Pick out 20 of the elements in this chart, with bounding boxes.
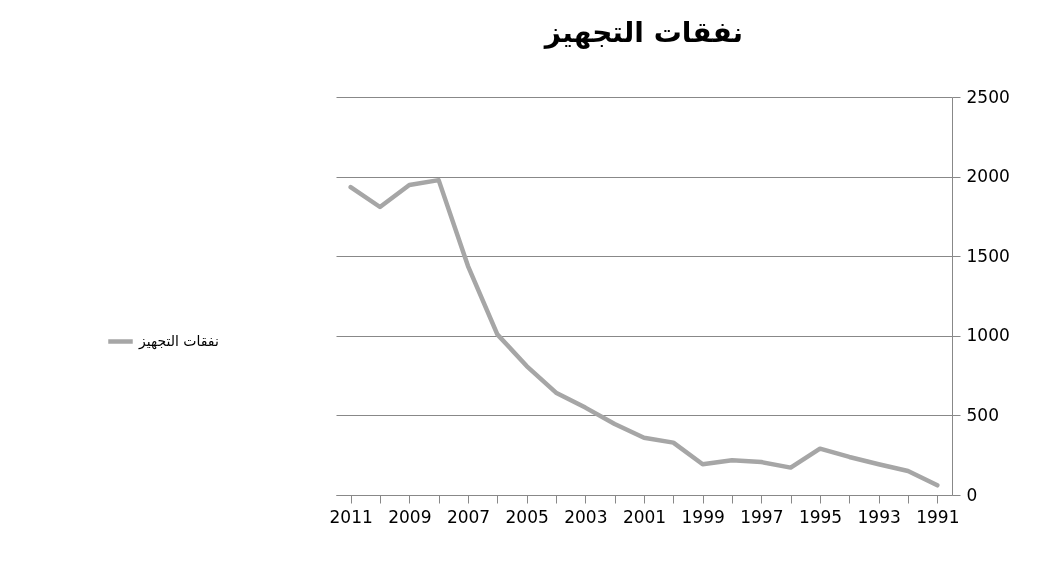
x-tick-label: 2009 bbox=[388, 506, 432, 527]
x-tick-label: 1997 bbox=[740, 506, 784, 527]
legend-label: نفقات التجهيز bbox=[138, 332, 219, 350]
line-series bbox=[348, 177, 940, 488]
y-tick-label: 1000 bbox=[966, 325, 1010, 346]
y-tick-label: 0 bbox=[966, 484, 978, 505]
x-tick-label: 1999 bbox=[681, 506, 725, 527]
x-tick-label: 2007 bbox=[446, 506, 491, 527]
chart-title: نفقات التجهيز bbox=[542, 16, 744, 49]
x-tick-label: 2003 bbox=[564, 506, 608, 527]
x-tick-label: 1993 bbox=[857, 506, 901, 527]
y-tick-label: 2000 bbox=[966, 166, 1010, 187]
y-tick-label: 2500 bbox=[966, 86, 1010, 107]
y-tick-label: 500 bbox=[966, 404, 999, 425]
x-tick-label: 1991 bbox=[916, 506, 960, 527]
x-tick-label: 2011 bbox=[329, 506, 373, 527]
y-tick-label: 1500 bbox=[966, 245, 1010, 266]
x-tick-label: 1995 bbox=[798, 506, 843, 527]
x-tick-label: 2001 bbox=[622, 506, 667, 527]
x-tick-label: 2005 bbox=[505, 506, 549, 527]
